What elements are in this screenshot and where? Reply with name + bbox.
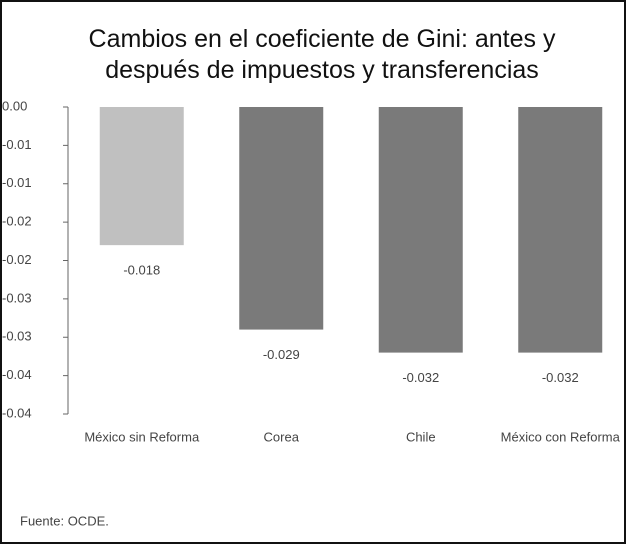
- bar: [378, 107, 463, 353]
- y-tick-label: -0.03: [2, 329, 32, 344]
- value-label: -0.018: [123, 263, 160, 278]
- bar: [99, 107, 184, 246]
- y-tick-label: -0.01: [2, 137, 32, 152]
- bar: [518, 107, 603, 353]
- x-tick-label: México sin Reforma: [84, 429, 200, 444]
- y-tick-label: -0.02: [2, 214, 32, 229]
- y-tick-label: -0.04: [2, 405, 32, 420]
- value-label: -0.032: [402, 370, 439, 385]
- y-tick-label: -0.03: [2, 290, 32, 305]
- bar: [239, 107, 324, 330]
- value-label: -0.032: [542, 370, 579, 385]
- x-tick-label: Chile: [406, 429, 436, 444]
- source-note: Fuente: OCDE.: [20, 513, 109, 528]
- y-tick-label: -0.01: [2, 175, 32, 190]
- y-tick-label: -0.02: [2, 252, 32, 267]
- y-tick-label: -0.04: [2, 367, 32, 382]
- value-label: -0.029: [263, 347, 300, 362]
- x-tick-label: México con Reforma: [501, 429, 621, 444]
- chart-title: Cambios en el coeficiente de Gini: antes…: [88, 25, 556, 84]
- x-tick-label: Corea: [264, 429, 300, 444]
- y-tick-label: 0.00: [2, 98, 27, 113]
